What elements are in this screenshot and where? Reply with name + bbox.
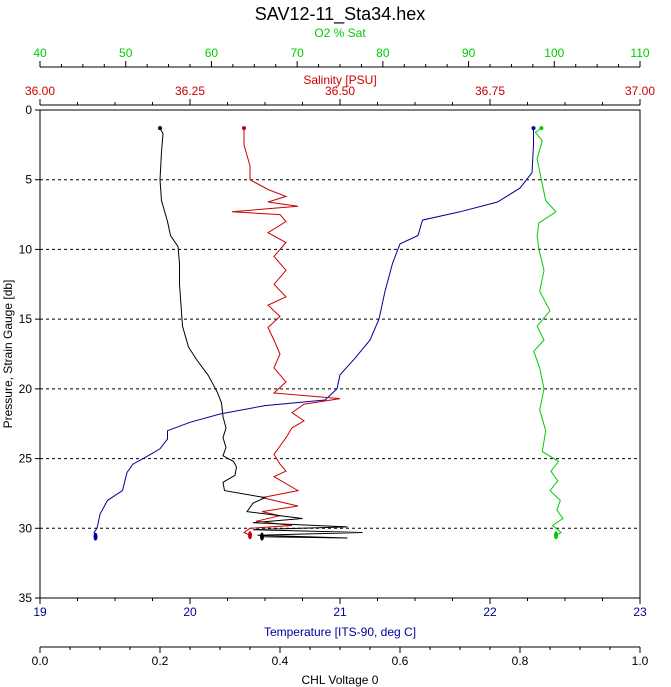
x-axis-title-temp: Temperature [ITS-90, deg C]	[264, 625, 416, 639]
series-line-0	[93, 128, 534, 537]
plot-frame	[39, 109, 641, 599]
x-tick-label-chl: 0.6	[392, 654, 409, 668]
x-tick-label-sal: 36.00	[25, 84, 55, 98]
x-tick-label-o2: 40	[33, 46, 47, 60]
grid-lines	[40, 179, 640, 529]
x-tick-label-chl: 1.0	[632, 654, 649, 668]
x-axis-title-o2: O2 % Sat	[314, 26, 366, 40]
x-axis-title-chl: CHL Voltage 0	[302, 673, 379, 687]
x-tick-label-temp: 23	[633, 605, 647, 619]
x-tick-label-sal: 36.75	[475, 84, 505, 98]
x-tick-label-temp: 22	[483, 605, 497, 619]
series-start-marker-2	[539, 126, 544, 131]
y-tick-label: 15	[19, 312, 33, 326]
y-tick-label: 10	[19, 242, 33, 256]
series-line-2	[533, 127, 564, 536]
series-start-marker-0	[531, 126, 536, 131]
series-end-marker-0	[93, 532, 98, 541]
series-line-3	[159, 127, 363, 539]
series-end-marker-3	[260, 532, 264, 541]
y-tick-label: 25	[19, 452, 33, 466]
series-start-marker-1	[242, 126, 246, 131]
x-tick-label-chl: 0.4	[272, 654, 289, 668]
series-start-marker-3	[158, 126, 162, 131]
chart-title: SAV12-11_Sta34.hex	[255, 4, 425, 25]
x-tick-label-o2: 80	[376, 46, 390, 60]
x-tick-label-chl: 0.2	[152, 654, 169, 668]
x-tick-label-chl: 0.0	[32, 654, 49, 668]
x-tick-label-o2: 50	[119, 46, 133, 60]
series-line-1	[231, 128, 341, 536]
y-tick-label: 5	[25, 173, 32, 187]
x-tick-label-sal: 36.25	[175, 84, 205, 98]
data-series	[93, 126, 564, 541]
x-tick-label-o2: 60	[205, 46, 219, 60]
x-tick-label-temp: 20	[183, 605, 197, 619]
x-tick-label-sal: 37.00	[625, 84, 655, 98]
y-tick-label: 20	[19, 382, 33, 396]
x-tick-label-o2: 110	[630, 46, 649, 60]
x-tick-label-o2: 90	[462, 46, 476, 60]
series-end-marker-2	[554, 531, 558, 540]
axes: 0 5 10 15 20 25 30 35 Pressure, Strain Gauge [db…	[1, 26, 655, 687]
y-tick-label: 35	[19, 591, 33, 605]
x-tick-label-o2: 100	[544, 46, 564, 60]
x-axis-title-sal: Salinity [PSU]	[303, 73, 376, 87]
y-tick-label: 30	[19, 521, 33, 535]
x-tick-label-temp: 19	[33, 605, 47, 619]
x-tick-label-o2: 70	[290, 46, 304, 60]
series-end-marker-1	[248, 531, 252, 540]
x-tick-label-chl: 0.8	[512, 654, 529, 668]
y-tick-label: 0	[25, 103, 32, 117]
x-tick-label-temp: 21	[333, 605, 347, 619]
y-axis-title: Pressure, Strain Gauge [db]	[1, 280, 15, 429]
x-tick-label-sal: 36.50	[325, 84, 355, 98]
